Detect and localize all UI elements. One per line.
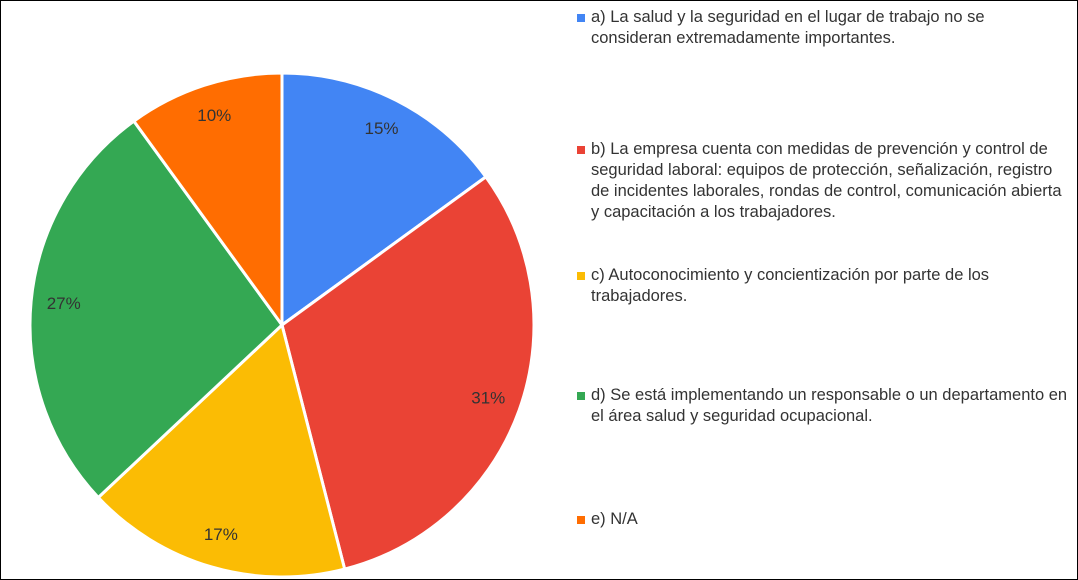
pie-slice [96, 322, 347, 579]
legend-label: b) La empresa cuenta con medidas de prev… [591, 140, 1062, 221]
pie-slice [280, 71, 488, 328]
data-label: 15% [365, 119, 399, 138]
data-label: 10% [197, 106, 231, 125]
legend-label: a) La salud y la seguridad en el lugar d… [591, 8, 985, 47]
data-label: 31% [471, 389, 505, 408]
legend-entry: d) Se está implementando un responsable … [577, 385, 1069, 427]
pie-slice [280, 174, 536, 571]
data-label: 17% [204, 525, 238, 544]
legend-swatch [577, 14, 585, 22]
legend-entry: e) N/A [577, 509, 1069, 530]
legend-label: d) Se está implementando un responsable … [591, 386, 1068, 425]
legend-label: e) N/A [591, 510, 638, 528]
data-label: 27% [47, 294, 81, 313]
pie-slice [131, 71, 284, 330]
legend-swatch [577, 516, 585, 524]
pie-slice [28, 119, 284, 500]
legend-swatch [577, 272, 585, 280]
legend-entry: a) La salud y la seguridad en el lugar d… [577, 7, 1069, 49]
legend-swatch [577, 392, 585, 400]
legend-swatch [577, 146, 585, 154]
legend-entry: c) Autoconocimiento y concientización po… [577, 265, 1069, 307]
legend-label: c) Autoconocimiento y concientización po… [591, 266, 990, 305]
legend-entry: b) La empresa cuenta con medidas de prev… [577, 139, 1069, 223]
